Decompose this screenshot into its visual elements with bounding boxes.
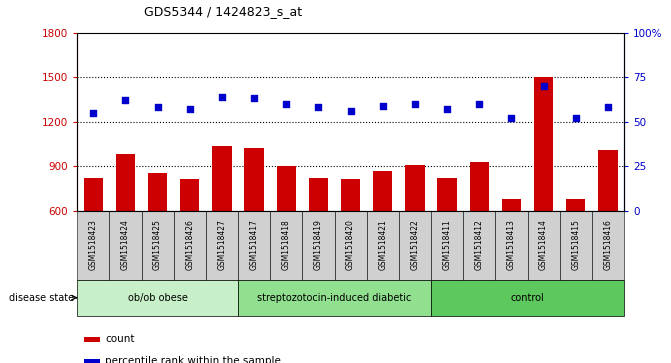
Point	[474, 101, 484, 107]
Text: ob/ob obese: ob/ob obese	[127, 293, 187, 303]
Text: GSM1518427: GSM1518427	[217, 220, 226, 270]
Bar	[84, 178, 103, 211]
Text: GSM1518424: GSM1518424	[121, 220, 130, 270]
Text: percentile rank within the sample: percentile rank within the sample	[105, 356, 281, 363]
Text: GSM1518418: GSM1518418	[282, 220, 291, 270]
Text: streptozotocin-induced diabetic: streptozotocin-induced diabetic	[257, 293, 412, 303]
Point	[185, 106, 195, 112]
Bar	[470, 162, 489, 211]
Text: GSM1518422: GSM1518422	[411, 220, 419, 270]
Bar	[180, 179, 199, 211]
Text: GSM1518417: GSM1518417	[250, 220, 258, 270]
Bar	[244, 148, 264, 211]
Point	[506, 115, 517, 121]
Text: GSM1518419: GSM1518419	[314, 220, 323, 270]
Text: GSM1518415: GSM1518415	[571, 220, 580, 270]
Bar	[212, 146, 231, 211]
Point	[120, 97, 131, 103]
Text: GSM1518425: GSM1518425	[153, 220, 162, 270]
Bar	[599, 150, 617, 211]
Text: GSM1518411: GSM1518411	[443, 220, 452, 270]
Point	[377, 103, 388, 109]
Text: GSM1518420: GSM1518420	[346, 220, 355, 270]
Text: GSM1518421: GSM1518421	[378, 220, 387, 270]
Bar	[148, 173, 167, 211]
Bar	[309, 178, 328, 211]
Text: GSM1518426: GSM1518426	[185, 220, 195, 270]
Bar	[116, 154, 135, 211]
Text: count: count	[105, 334, 135, 344]
Bar	[405, 164, 425, 211]
Point	[217, 94, 227, 99]
Text: GSM1518416: GSM1518416	[603, 220, 613, 270]
Point	[313, 105, 324, 110]
Bar	[276, 166, 296, 211]
Point	[88, 110, 99, 115]
Text: GSM1518413: GSM1518413	[507, 220, 516, 270]
Bar	[502, 199, 521, 211]
Bar	[341, 179, 360, 211]
Point	[249, 95, 260, 101]
Point	[152, 105, 163, 110]
Point	[281, 101, 292, 107]
Text: disease state: disease state	[9, 293, 74, 303]
Point	[570, 115, 581, 121]
Point	[538, 83, 549, 89]
Text: GSM1518423: GSM1518423	[89, 220, 98, 270]
Bar	[373, 171, 393, 211]
Point	[409, 101, 420, 107]
Point	[346, 108, 356, 114]
Bar	[437, 178, 457, 211]
Point	[603, 105, 613, 110]
Bar	[534, 77, 554, 211]
Text: GDS5344 / 1424823_s_at: GDS5344 / 1424823_s_at	[144, 5, 303, 18]
Text: control: control	[511, 293, 544, 303]
Point	[442, 106, 452, 112]
Text: GSM1518414: GSM1518414	[539, 220, 548, 270]
Bar	[566, 199, 585, 211]
Text: GSM1518412: GSM1518412	[475, 220, 484, 270]
